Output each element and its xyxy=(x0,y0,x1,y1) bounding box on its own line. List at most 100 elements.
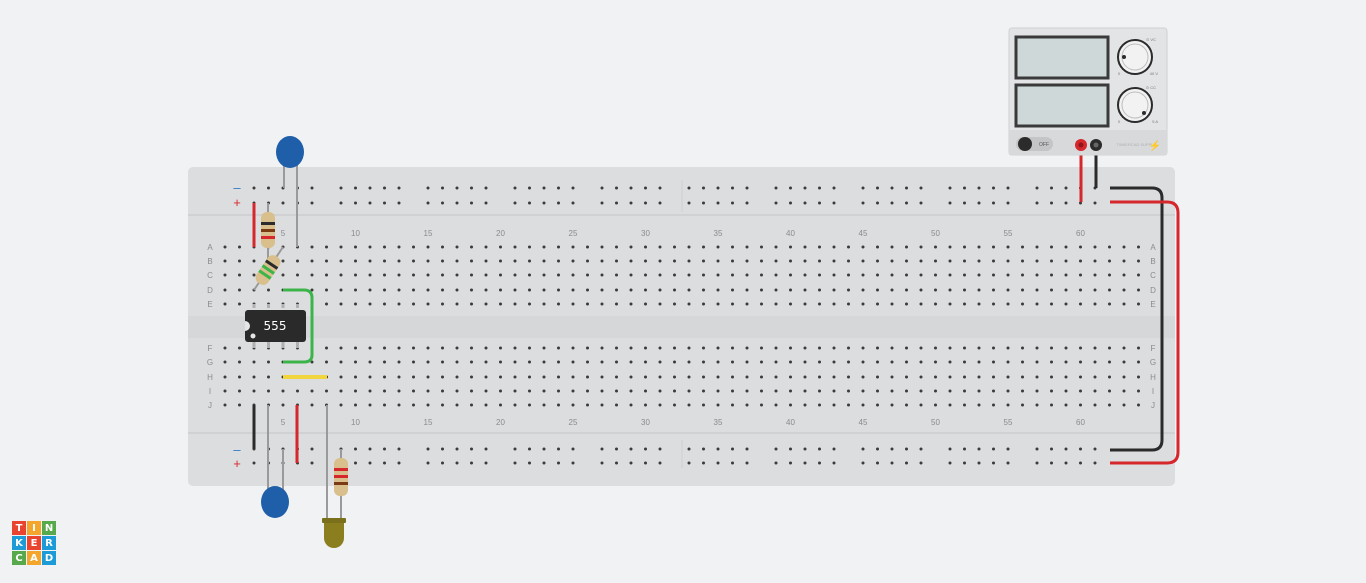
breadboard-hole[interactable] xyxy=(1050,403,1053,407)
breadboard-hole[interactable] xyxy=(789,259,792,263)
breadboard-hole[interactable] xyxy=(818,245,821,249)
breadboard-hole[interactable] xyxy=(528,346,531,350)
breadboard-hole[interactable] xyxy=(1108,389,1111,393)
breadboard-hole[interactable] xyxy=(861,288,865,292)
breadboard-hole[interactable] xyxy=(890,375,894,379)
breadboard-hole[interactable] xyxy=(847,375,850,379)
breadboard-hole[interactable] xyxy=(1108,360,1111,364)
rail-hole[interactable] xyxy=(861,186,865,190)
rail-hole[interactable] xyxy=(397,461,401,465)
breadboard-hole[interactable] xyxy=(557,245,560,249)
breadboard-hole[interactable] xyxy=(383,288,386,292)
breadboard-hole[interactable] xyxy=(905,375,908,379)
breadboard-hole[interactable] xyxy=(861,302,865,306)
breadboard-hole[interactable] xyxy=(934,389,937,393)
breadboard-hole[interactable] xyxy=(412,302,415,306)
breadboard-hole[interactable] xyxy=(1137,273,1140,277)
rail-hole[interactable] xyxy=(992,186,995,190)
breadboard-hole[interactable] xyxy=(600,259,604,263)
breadboard-hole[interactable] xyxy=(542,288,546,292)
breadboard-hole[interactable] xyxy=(542,389,546,393)
breadboard-hole[interactable] xyxy=(368,259,372,263)
rail-hole[interactable] xyxy=(644,186,647,190)
rail-hole[interactable] xyxy=(818,201,821,205)
rail-hole[interactable] xyxy=(615,447,618,451)
breadboard-hole[interactable] xyxy=(339,302,343,306)
breadboard-hole[interactable] xyxy=(542,360,546,364)
rail-hole[interactable] xyxy=(600,186,604,190)
breadboard-hole[interactable] xyxy=(354,389,357,393)
rail-hole[interactable] xyxy=(774,186,778,190)
breadboard-hole[interactable] xyxy=(368,273,372,277)
breadboard-hole[interactable] xyxy=(832,346,836,350)
breadboard-hole[interactable] xyxy=(629,360,633,364)
breadboard-hole[interactable] xyxy=(876,288,879,292)
breadboard-hole[interactable] xyxy=(963,403,966,407)
breadboard-hole[interactable] xyxy=(629,245,633,249)
breadboard-hole[interactable] xyxy=(397,389,401,393)
power-supply[interactable]: ⊙ VC 0 40 V ⊙ CC 0 5 A OFF TINKERCAD SUP… xyxy=(1008,27,1168,156)
breadboard-hole[interactable] xyxy=(1064,245,1068,249)
breadboard-hole[interactable] xyxy=(1050,375,1053,379)
breadboard-hole[interactable] xyxy=(1006,360,1010,364)
rail-hole[interactable] xyxy=(774,447,778,451)
breadboard-hole[interactable] xyxy=(673,288,676,292)
rail-hole[interactable] xyxy=(919,186,923,190)
rail-hole[interactable] xyxy=(1035,461,1039,465)
breadboard-hole[interactable] xyxy=(803,273,807,277)
breadboard-hole[interactable] xyxy=(832,302,836,306)
rail-hole[interactable] xyxy=(658,461,662,465)
breadboard-hole[interactable] xyxy=(354,403,357,407)
breadboard-hole[interactable] xyxy=(1021,245,1024,249)
breadboard-hole[interactable] xyxy=(571,302,575,306)
breadboard-hole[interactable] xyxy=(238,375,241,379)
breadboard-hole[interactable] xyxy=(1079,288,1082,292)
breadboard-hole[interactable] xyxy=(238,360,241,364)
breadboard-hole[interactable] xyxy=(977,360,981,364)
breadboard-hole[interactable] xyxy=(586,302,589,306)
breadboard-hole[interactable] xyxy=(1122,245,1126,249)
breadboard-hole[interactable] xyxy=(774,360,778,364)
breadboard-hole[interactable] xyxy=(557,389,560,393)
rail-hole[interactable] xyxy=(368,201,372,205)
breadboard-hole[interactable] xyxy=(861,346,865,350)
breadboard-hole[interactable] xyxy=(1093,245,1097,249)
breadboard-hole[interactable] xyxy=(963,302,966,306)
breadboard-hole[interactable] xyxy=(1035,346,1039,350)
breadboard-hole[interactable] xyxy=(455,375,459,379)
breadboard-hole[interactable] xyxy=(629,375,633,379)
breadboard-hole[interactable] xyxy=(542,273,546,277)
rail-hole[interactable] xyxy=(716,461,720,465)
rail-hole[interactable] xyxy=(426,447,430,451)
breadboard-hole[interactable] xyxy=(716,302,720,306)
breadboard-hole[interactable] xyxy=(368,245,372,249)
rail-hole[interactable] xyxy=(1035,186,1039,190)
breadboard-hole[interactable] xyxy=(905,389,908,393)
breadboard-hole[interactable] xyxy=(426,403,430,407)
breadboard-hole[interactable] xyxy=(702,403,705,407)
breadboard-hole[interactable] xyxy=(397,360,401,364)
breadboard-hole[interactable] xyxy=(470,389,473,393)
breadboard-hole[interactable] xyxy=(890,259,894,263)
breadboard-hole[interactable] xyxy=(441,389,444,393)
breadboard-hole[interactable] xyxy=(789,346,792,350)
breadboard-hole[interactable] xyxy=(238,273,241,277)
breadboard-hole[interactable] xyxy=(876,403,879,407)
rail-hole[interactable] xyxy=(1035,201,1039,205)
breadboard-hole[interactable] xyxy=(644,360,647,364)
breadboard-hole[interactable] xyxy=(818,288,821,292)
breadboard-hole[interactable] xyxy=(368,389,372,393)
breadboard-hole[interactable] xyxy=(644,273,647,277)
breadboard-hole[interactable] xyxy=(412,288,415,292)
rail-hole[interactable] xyxy=(513,186,517,190)
breadboard-hole[interactable] xyxy=(1050,245,1053,249)
breadboard-hole[interactable] xyxy=(1021,302,1024,306)
breadboard-hole[interactable] xyxy=(325,288,328,292)
breadboard-hole[interactable] xyxy=(1108,273,1111,277)
breadboard-hole[interactable] xyxy=(1050,259,1053,263)
breadboard-hole[interactable] xyxy=(484,403,488,407)
breadboard-hole[interactable] xyxy=(760,375,763,379)
rail-hole[interactable] xyxy=(470,186,473,190)
breadboard-hole[interactable] xyxy=(992,403,995,407)
